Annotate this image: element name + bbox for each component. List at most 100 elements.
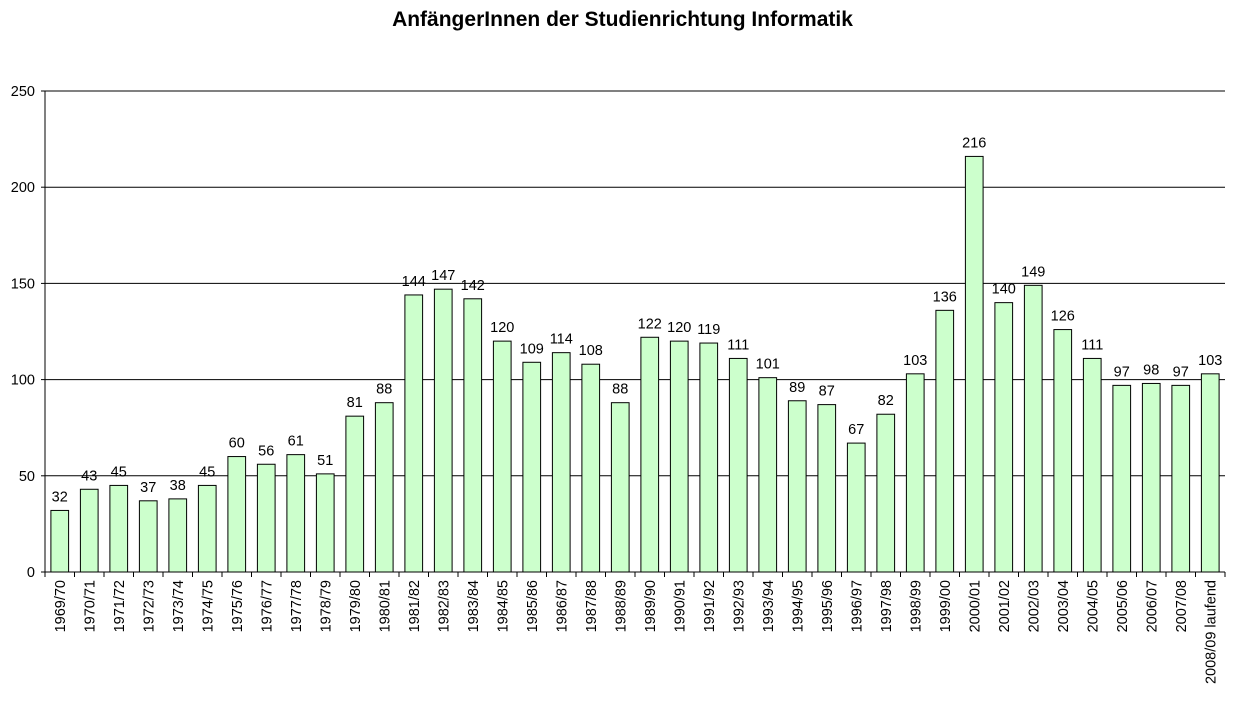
y-tick-label: 250: [11, 84, 35, 100]
data-label: 103: [903, 353, 927, 369]
x-tick-label: 1987/88: [584, 580, 600, 632]
x-tick-label: 1973/74: [171, 580, 187, 632]
x-tick-label: 1999/00: [938, 580, 954, 632]
x-tick-label: 1983/84: [466, 580, 482, 632]
bar: [876, 413, 896, 573]
x-tick-label: 1984/85: [495, 580, 511, 632]
x-tick-label: 2002/03: [1026, 580, 1042, 632]
bar: [50, 509, 70, 573]
data-label: 98: [1143, 362, 1159, 378]
data-label: 136: [933, 289, 957, 305]
data-label: 97: [1173, 364, 1189, 380]
data-label: 67: [848, 422, 864, 438]
x-tick-label: 1986/87: [554, 580, 570, 632]
data-label: 38: [170, 478, 186, 494]
x-tick-label: 1985/86: [525, 580, 541, 632]
x-tick-label: 1996/97: [849, 580, 865, 632]
x-tick-label: 1976/77: [259, 580, 275, 632]
bar: [994, 302, 1014, 573]
x-tick-label: 2003/04: [1056, 580, 1072, 632]
y-tick-label: 50: [19, 469, 35, 485]
x-tick-label: 1998/99: [908, 580, 924, 632]
data-label: 45: [111, 464, 127, 480]
bar: [404, 294, 424, 573]
data-label: 120: [490, 320, 514, 336]
bar: [964, 155, 984, 573]
bar: [374, 402, 394, 573]
y-tick-label: 100: [11, 373, 35, 389]
data-label: 111: [727, 337, 749, 353]
y-tick-label: 200: [11, 180, 35, 196]
bar: [846, 442, 866, 573]
x-tick-label: 1988/89: [613, 580, 629, 632]
data-label: 97: [1114, 364, 1130, 380]
bar: [492, 340, 512, 573]
x-tick-label: 1974/75: [200, 580, 216, 632]
bar: [286, 454, 306, 573]
x-tick-label: 2008/09 laufend: [1203, 580, 1219, 684]
data-label: 88: [376, 382, 392, 398]
bar: [522, 361, 542, 573]
gridlines: [45, 90, 1225, 477]
bar: [728, 357, 748, 573]
data-label: 81: [347, 395, 363, 411]
bar: [433, 288, 453, 573]
x-tick-label: 1979/80: [348, 580, 364, 632]
data-label: 101: [756, 357, 780, 373]
data-label: 120: [667, 320, 691, 336]
data-label: 87: [819, 384, 835, 400]
x-tick-label: 1978/79: [318, 580, 334, 632]
x-tick-label: 1994/95: [790, 580, 806, 632]
data-label: 122: [638, 316, 662, 332]
x-tick-label: 1981/82: [407, 580, 423, 632]
x-tick-label: 1995/96: [820, 580, 836, 632]
bar: [168, 498, 188, 573]
bar: [79, 488, 99, 573]
data-label: 216: [962, 135, 986, 151]
bar: [1023, 284, 1043, 573]
x-tick-label: 1990/91: [672, 580, 688, 632]
data-label: 51: [317, 453, 333, 469]
bar: [1200, 373, 1220, 573]
data-label: 45: [199, 464, 215, 480]
data-label: 111: [1081, 337, 1103, 353]
bars: [50, 155, 1220, 573]
data-label: 149: [1021, 264, 1045, 280]
bar: [640, 336, 660, 573]
data-label: 119: [697, 322, 720, 338]
data-label: 32: [52, 489, 68, 505]
x-tick-label: 2005/06: [1115, 580, 1131, 632]
x-tick-label: 2000/01: [967, 580, 983, 632]
data-label: 114: [550, 332, 573, 348]
x-tick-label: 2001/02: [997, 580, 1013, 632]
x-tick-label: 1992/93: [731, 580, 747, 632]
bar: [345, 415, 365, 573]
data-label: 89: [789, 380, 805, 396]
x-tick-label: 1971/72: [112, 580, 128, 632]
data-label: 142: [461, 278, 485, 294]
x-tick-label: 1991/92: [702, 580, 718, 632]
x-tick-label: 1997/98: [879, 580, 895, 632]
bar: [758, 377, 778, 573]
x-tick-label: 2007/08: [1174, 580, 1190, 632]
bar: [935, 309, 955, 573]
data-label: 82: [878, 393, 894, 409]
bar: [669, 340, 689, 573]
bar: [138, 500, 158, 573]
data-label: 147: [431, 268, 455, 284]
x-tick-label: 1993/94: [761, 580, 777, 632]
data-label: 43: [81, 468, 97, 484]
bar: [581, 363, 601, 573]
bar: [1082, 357, 1102, 573]
x-tick-label: 1972/73: [141, 580, 157, 632]
x-tick-label: 1970/71: [82, 580, 98, 632]
data-label: 126: [1051, 309, 1075, 325]
y-tick-label: 0: [27, 565, 35, 581]
chart-title: AnfängerInnen der Studienrichtung Inform…: [392, 8, 853, 31]
data-label: 140: [992, 282, 1016, 298]
x-tick-label: 1989/90: [643, 580, 659, 632]
data-label: 88: [612, 382, 628, 398]
bar: [197, 484, 217, 573]
bar: [551, 352, 571, 573]
